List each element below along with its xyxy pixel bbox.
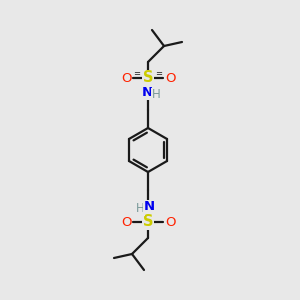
Text: N: N xyxy=(143,200,155,214)
Text: =: = xyxy=(155,70,163,79)
Text: S: S xyxy=(143,70,153,86)
Text: H: H xyxy=(152,88,160,101)
Text: O: O xyxy=(121,71,131,85)
Text: O: O xyxy=(165,215,175,229)
Text: O: O xyxy=(121,215,131,229)
Text: H: H xyxy=(136,202,144,215)
Text: S: S xyxy=(143,214,153,230)
Text: =: = xyxy=(134,70,140,79)
Text: O: O xyxy=(165,71,175,85)
Text: N: N xyxy=(141,86,153,100)
